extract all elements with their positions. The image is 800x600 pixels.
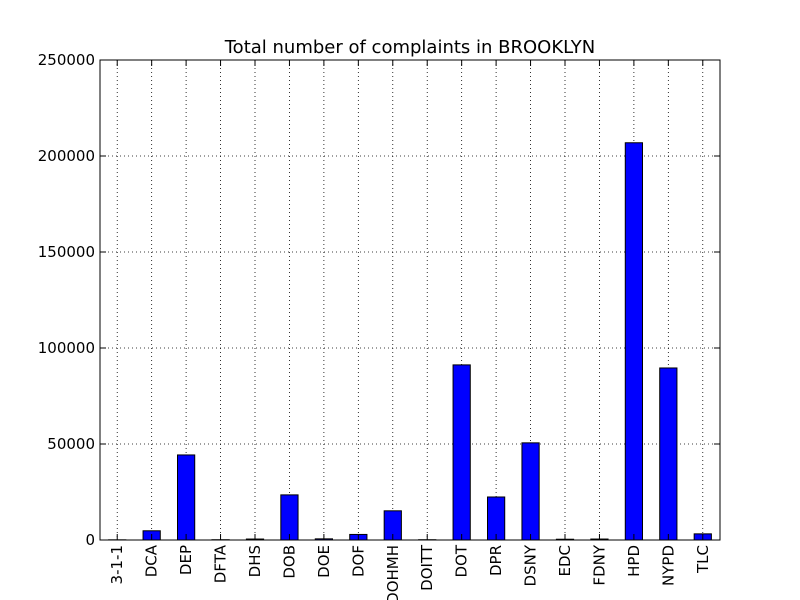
x-tick-label: DEP — [177, 545, 195, 575]
x-tick-label: DOE — [315, 545, 333, 578]
y-tick-label: 50000 — [47, 435, 95, 453]
x-tick-label: NYPD — [659, 545, 677, 586]
y-axis: 0 50000 100000 150000 200000 250000 — [38, 51, 720, 549]
x-tick-label: DSNY — [522, 544, 540, 586]
bar-nypd — [659, 367, 678, 541]
y-tick-label: 250000 — [38, 51, 95, 69]
x-tick-label: DHS — [246, 545, 264, 577]
x-tick-label: DOITT — [418, 544, 436, 591]
chart-title: Total number of complaints in BROOKLYN — [224, 37, 596, 58]
x-tick-label: DOF — [349, 545, 367, 577]
y-tick-label: 150000 — [38, 243, 95, 261]
bars — [108, 142, 712, 541]
x-tick-label: DOT — [453, 544, 471, 577]
bar-dep — [177, 454, 196, 541]
x-tick-label: DFTA — [212, 544, 230, 583]
bar-dsny — [521, 442, 540, 541]
x-tick-label: TLC — [694, 545, 712, 574]
bar-dot — [452, 364, 471, 541]
bar-hpd — [624, 142, 643, 541]
x-tick-label: 3-1-1 — [108, 545, 126, 584]
bar-dob — [280, 494, 299, 541]
x-tick-label: DPR — [487, 545, 505, 576]
y-tick-label: 100000 — [38, 339, 95, 357]
x-tick-label: DOB — [280, 545, 298, 579]
x-tick-label: DCA — [143, 544, 161, 577]
x-axis: 3-1-1 DCA DEP DFTA DHS DOB DOE DOF DOHMH DOITT DOT… — [108, 60, 712, 600]
y-tick-label: 0 — [85, 531, 95, 549]
x-tick-label: FDNY — [590, 544, 608, 585]
x-tick-label: DOHMH — [384, 545, 402, 600]
bar-dpr — [487, 496, 506, 541]
x-tick-label: HPD — [625, 545, 643, 577]
x-tick-label: EDC — [556, 545, 574, 577]
plot-frame — [99, 59, 721, 541]
y-tick-label: 200000 — [38, 147, 95, 165]
